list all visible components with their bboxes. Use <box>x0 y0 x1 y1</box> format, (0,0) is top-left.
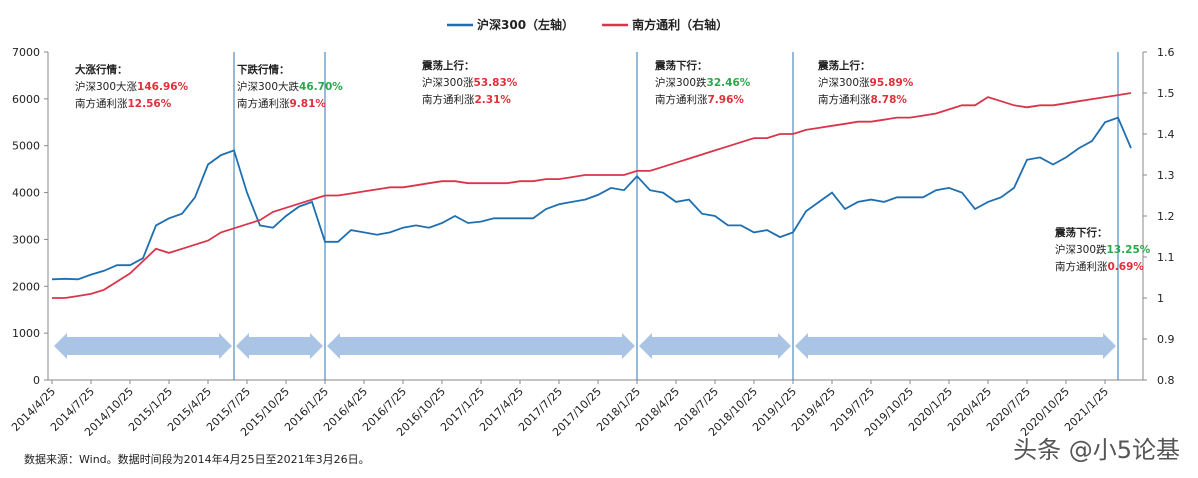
phase-arrow <box>236 333 323 359</box>
annotation-label: 南方通利涨 <box>237 97 290 110</box>
annotation-value: 32.46% <box>707 77 751 89</box>
watermark: 头条 @小5论基 <box>1013 436 1180 464</box>
annotation-row: 沪深300涨53.83% <box>422 76 518 89</box>
annotation-value: 146.96% <box>137 81 189 93</box>
annotation-row: 南方通利涨12.56% <box>75 97 172 110</box>
phase-arrow <box>327 333 635 359</box>
y-tick-label: 2000 <box>12 280 40 293</box>
series-line <box>52 92 1132 299</box>
annotation-label: 南方通利涨 <box>1055 260 1108 273</box>
annotation-value: 8.78% <box>871 94 908 106</box>
phase-arrow <box>54 333 232 359</box>
annotation-row: 南方通利涨9.81% <box>237 97 326 110</box>
y-tick-label: 4000 <box>12 187 40 200</box>
annotation-row: 沪深300大跌46.70% <box>237 80 343 93</box>
annotation-title: 震荡上行： <box>817 59 871 72</box>
annotation-value: 53.83% <box>474 77 518 89</box>
annotation-row: 沪深300涨95.89% <box>818 76 914 89</box>
y-tick-label: 1000 <box>12 327 40 340</box>
annotation-row: 南方通利涨0.69% <box>1055 260 1144 273</box>
annotation-row: 沪深300大涨146.96% <box>75 80 189 93</box>
legend-label: 南方通利（右轴） <box>632 17 728 32</box>
phase-arrow <box>795 333 1116 359</box>
y-tick-label: 0 <box>33 374 40 387</box>
phase-arrow <box>639 333 791 359</box>
y2-tick-label: 1 <box>1157 292 1164 305</box>
annotation-value: 46.70% <box>299 81 343 93</box>
annotation-value: 0.69% <box>1108 261 1145 273</box>
annotation-row: 沪深300跌13.25% <box>1055 243 1151 256</box>
annotation-label: 南方通利涨 <box>75 97 128 110</box>
annotation-value: 9.81% <box>290 98 327 110</box>
annotation-row: 南方通利涨8.78% <box>818 93 907 106</box>
annotation-row: 南方通利涨2.31% <box>422 93 511 106</box>
annotation-value: 7.96% <box>708 94 745 106</box>
annotation-label: 沪深300大涨 <box>75 80 138 93</box>
y-tick-label: 6000 <box>12 93 40 106</box>
y-tick-label: 3000 <box>12 233 40 246</box>
y-tick-label: 5000 <box>12 140 40 153</box>
series-line <box>51 116 1132 281</box>
y2-tick-label: 0.8 <box>1157 374 1175 387</box>
annotation-label: 沪深300大跌 <box>237 80 300 93</box>
annotation-value: 12.56% <box>128 98 172 110</box>
source-note: 数据来源：Wind。数据时间段为2014年4月25日至2021年3月26日。 <box>24 452 370 466</box>
annotation-row: 南方通利涨7.96% <box>655 93 744 106</box>
annotation-label: 南方通利涨 <box>655 93 708 106</box>
annotation-label: 沪深300跌 <box>655 76 707 89</box>
y2-tick-label: 1.1 <box>1157 251 1175 264</box>
y-tick-label: 7000 <box>12 46 40 59</box>
annotation-value: 2.31% <box>475 94 512 106</box>
y2-tick-label: 1.2 <box>1157 210 1175 223</box>
y2-tick-label: 1.3 <box>1157 169 1175 182</box>
annotation-label: 南方通利涨 <box>422 93 475 106</box>
annotation-value: 13.25% <box>1107 244 1151 256</box>
y2-tick-label: 1.5 <box>1157 87 1175 100</box>
annotation-label: 沪深300涨 <box>818 76 870 89</box>
y2-tick-label: 1.6 <box>1157 46 1175 59</box>
annotation-title: 震荡下行： <box>1054 226 1108 239</box>
annotation-label: 沪深300跌 <box>1055 243 1107 256</box>
annotation-title: 下跌行情： <box>237 63 290 76</box>
y2-tick-label: 0.9 <box>1157 333 1175 346</box>
y2-tick-label: 1.4 <box>1157 128 1175 141</box>
annotation-title: 震荡上行： <box>421 59 475 72</box>
legend-label: 沪深300（左轴） <box>477 17 574 32</box>
annotation-label: 南方通利涨 <box>818 93 871 106</box>
annotation-title: 大涨行情： <box>75 63 128 76</box>
annotation-value: 95.89% <box>870 77 914 89</box>
annotation-row: 沪深300跌32.46% <box>655 76 751 89</box>
annotation-label: 沪深300涨 <box>422 76 474 89</box>
annotation-title: 震荡下行： <box>654 59 708 72</box>
